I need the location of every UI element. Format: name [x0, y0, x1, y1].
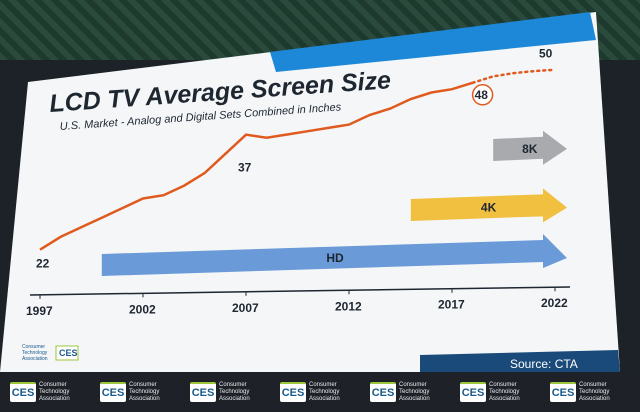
arrow-label-hd: HD: [326, 251, 344, 265]
data-label: 50: [539, 47, 553, 61]
data-label: 48: [475, 88, 489, 102]
x-tick-label: 2002: [129, 302, 156, 316]
logo-line2: Technology: [22, 350, 48, 356]
footer-ces-logo: CES Consumer Technology Association: [460, 378, 546, 406]
data-label: 22: [36, 257, 50, 271]
ces-badge-icon: [55, 345, 79, 361]
footer-words: Consumer Technology Association: [219, 381, 250, 402]
logo-line3: Association: [22, 356, 48, 362]
footer-words: Consumer Technology Association: [129, 381, 160, 402]
line-layer: [39, 68, 557, 251]
data-label-circle: [471, 84, 494, 106]
arrow-label-4k: 4K: [481, 201, 497, 215]
ces-badge-icon: CES: [190, 382, 216, 402]
x-axis: 1997 2002 2007 2012 2017 2022: [26, 286, 571, 318]
slide-background: [0, 12, 620, 372]
footer-ces-logo: CES Consumer Technology Association: [280, 378, 366, 406]
footer-strip: CES Consumer Technology Association CES Consu…: [0, 372, 640, 412]
x-tick-label: 2007: [232, 301, 259, 315]
footer-words: Consumer Technology Association: [309, 381, 340, 402]
data-labels-layer: 22 37 48 50: [36, 47, 553, 271]
logo-line1: Consumer: [22, 344, 45, 350]
footer-ces-logo: CES Consumer Technology Association: [190, 378, 276, 406]
series-line-solid: [39, 81, 473, 251]
ces-badge-icon: CES: [370, 382, 396, 402]
ces-badge-icon: CES: [550, 382, 576, 402]
accent-bar: [270, 12, 596, 72]
cta-logo: Consumer Technology Association CES: [22, 344, 79, 362]
logo-badge: CES: [59, 348, 78, 358]
series-line-dotted: [471, 68, 557, 85]
ces-badge-icon: CES: [10, 382, 36, 402]
footer-ces-logo: CES Consumer Technology Association: [370, 378, 456, 406]
ces-badge-icon: CES: [460, 382, 486, 402]
footer-words: Consumer Technology Association: [489, 381, 520, 402]
footer-ces-logo: CES Consumer Technology Association: [550, 378, 636, 406]
arrow-8k: [493, 130, 567, 165]
source-bar: [420, 350, 620, 376]
x-tick-label: 2017: [438, 298, 465, 312]
arrow-4k: [410, 188, 567, 223]
arrow-hd: [101, 234, 568, 276]
ces-badge-icon: CES: [100, 382, 126, 402]
x-axis-line: [29, 286, 571, 296]
x-tick-label: 2022: [541, 296, 568, 310]
arrow-label-8k: 8K: [522, 142, 538, 156]
footer-ces-logo: CES Consumer Technology Association: [100, 378, 186, 406]
data-label: 37: [238, 161, 252, 175]
footer-words: Consumer Technology Association: [39, 381, 70, 402]
ces-badge-icon: CES: [280, 382, 306, 402]
x-tick-label: 1997: [26, 304, 53, 318]
arrows-layer: HD 4K 8K: [101, 130, 568, 276]
footer-words: Consumer Technology Association: [399, 381, 430, 402]
footer-words: Consumer Technology Association: [579, 381, 610, 402]
source-label: Source: CTA: [510, 357, 578, 371]
footer-ces-logo: CES Consumer Technology Association: [10, 378, 96, 406]
x-tick-label: 2012: [335, 299, 362, 313]
